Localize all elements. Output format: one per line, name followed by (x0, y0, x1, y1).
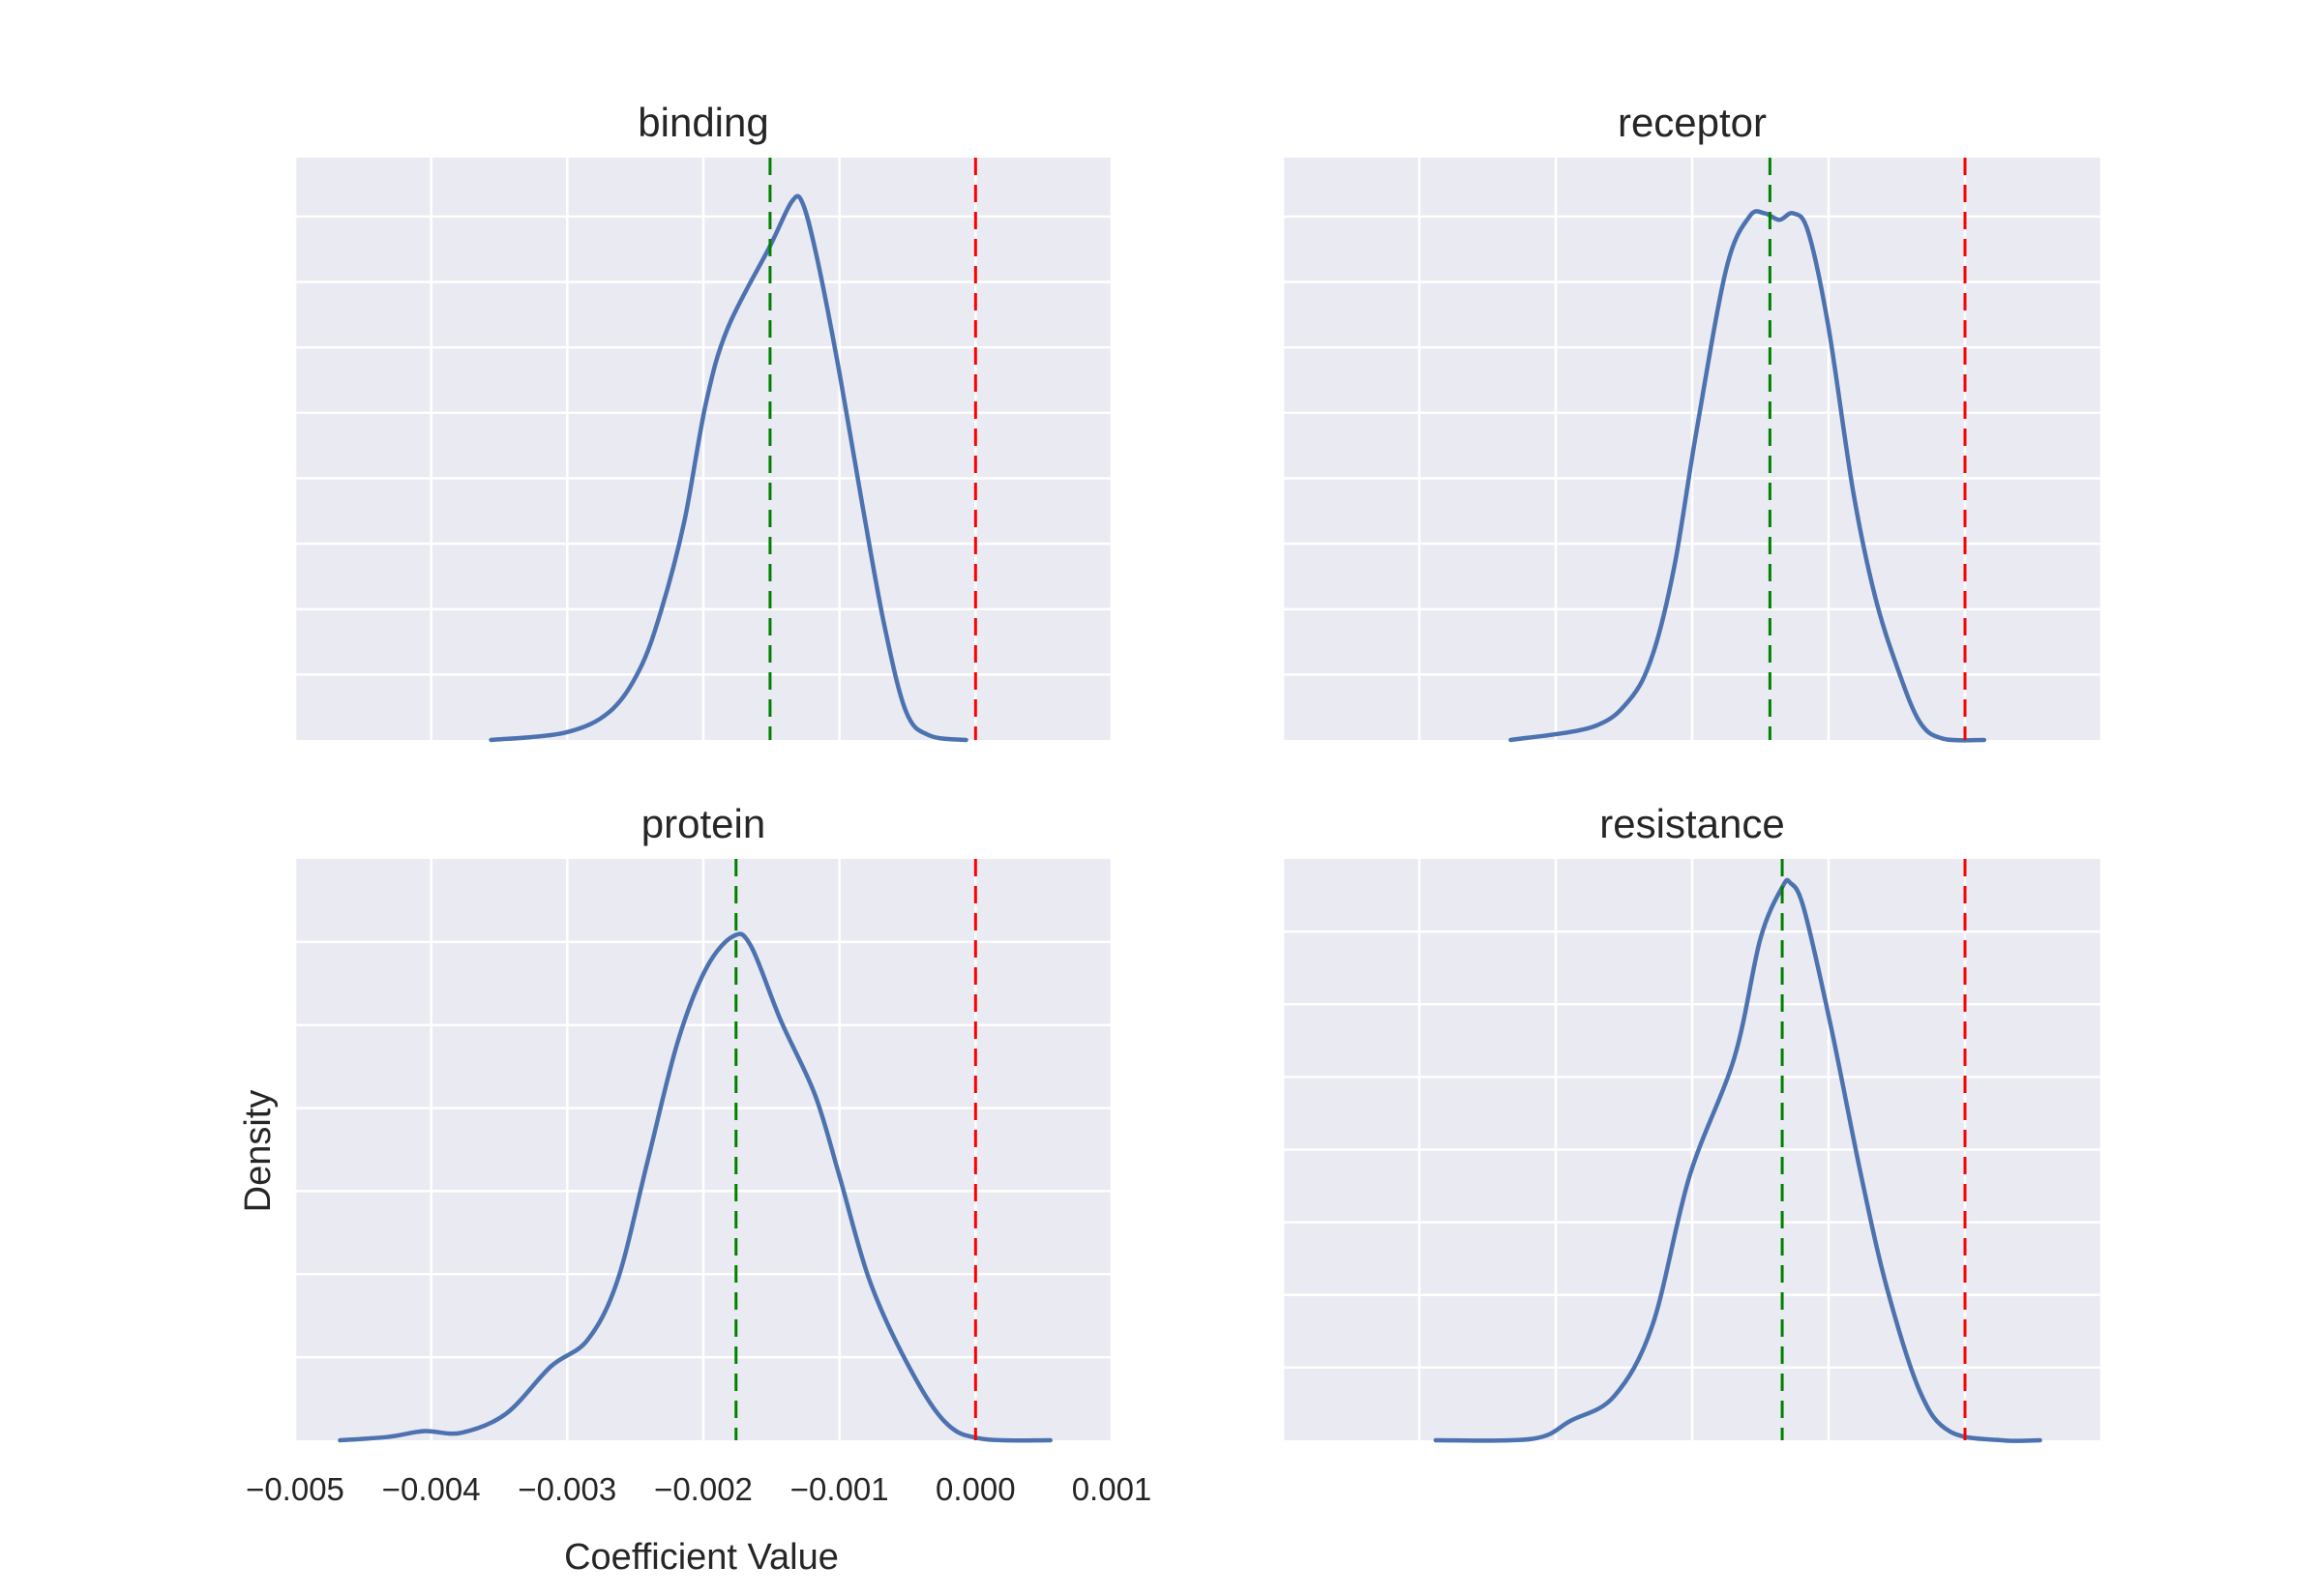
density-curve (489, 193, 968, 743)
panel-resistance: resistance (1281, 801, 2103, 1443)
panel-protein: protein −0.005 −0.004 −0.003 −0.002 −0.001 0.… (238, 801, 1151, 1578)
x-tick-label: 0.000 (936, 1471, 1016, 1507)
x-tick-label: −0.005 (246, 1471, 344, 1507)
x-tick-label: −0.001 (790, 1471, 889, 1507)
panel-binding: binding (293, 100, 1114, 743)
density-curve (1508, 209, 1986, 743)
x-tick-label: −0.004 (382, 1471, 481, 1507)
x-tick-label: −0.003 (518, 1471, 616, 1507)
x-tick-labels: −0.005 −0.004 −0.003 −0.002 −0.001 0.000 0.001 (246, 1471, 1151, 1507)
density-curve (338, 931, 1053, 1443)
x-tick-label: 0.001 (1072, 1471, 1152, 1507)
panel-title: receptor (1618, 100, 1767, 145)
y-axis-label: Density (238, 1090, 279, 1213)
panel-title: resistance (1599, 801, 1784, 846)
panel-title: binding (638, 100, 768, 145)
x-tick-label: −0.002 (654, 1471, 753, 1507)
panel-receptor: receptor (1281, 100, 2103, 743)
panel-title: protein (641, 801, 765, 846)
x-axis-label: Coefficient Value (564, 1537, 839, 1578)
density-curve (1433, 877, 2042, 1443)
